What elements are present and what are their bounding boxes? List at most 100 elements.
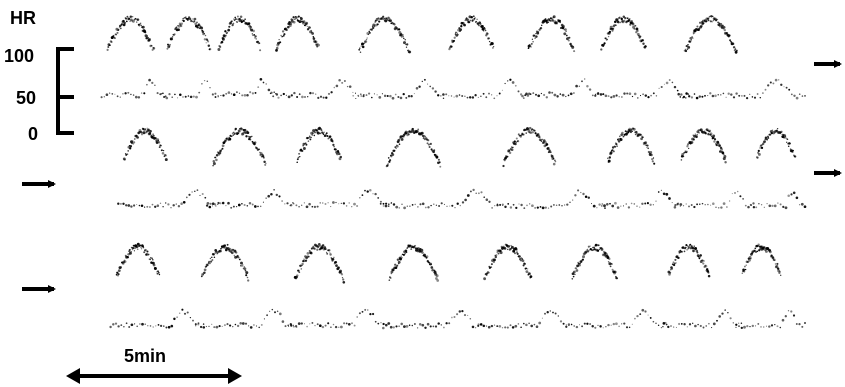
hr-dot — [685, 244, 688, 247]
hr-dot — [594, 94, 597, 97]
hr-dot — [708, 129, 712, 133]
hr-dot — [374, 320, 377, 323]
hr-dot — [237, 132, 240, 135]
hr-dot — [475, 20, 478, 23]
hr-dot — [559, 93, 562, 95]
hr-dot — [404, 134, 406, 136]
hr-dot — [774, 263, 777, 265]
hr-dot — [206, 80, 209, 83]
hr-dot — [251, 135, 253, 138]
hr-dot — [455, 94, 459, 98]
hr-dot — [170, 38, 174, 41]
hr-dot — [192, 95, 195, 98]
hr-dot — [599, 325, 602, 328]
trace-row-1 — [100, 15, 806, 100]
hr-dot — [125, 204, 128, 207]
hr-dot — [342, 202, 346, 205]
hr-dot — [652, 204, 654, 206]
hr-dot — [330, 91, 333, 94]
hr-dot — [699, 256, 701, 258]
hr-dot — [397, 138, 401, 142]
hr-dot — [525, 270, 529, 274]
hr-dot — [162, 206, 164, 208]
hr-dot — [501, 327, 504, 329]
hr-dot — [110, 40, 113, 44]
hr-dot — [696, 251, 699, 254]
hr-dot — [328, 135, 332, 138]
hr-dot — [733, 49, 736, 52]
hr-dot — [220, 94, 222, 97]
hr-dot — [309, 251, 313, 255]
hr-dot — [515, 137, 518, 140]
hr-dot — [395, 266, 398, 268]
hr-dot — [603, 204, 606, 208]
hr-dot — [745, 264, 747, 266]
hr-dot — [292, 202, 294, 204]
hr-dot — [167, 43, 169, 46]
hr-dot — [132, 94, 135, 96]
hr-dot — [377, 17, 380, 20]
hr-dot — [413, 93, 415, 95]
hr-dot — [472, 188, 475, 192]
hr-dot — [545, 96, 548, 99]
hr-dot — [736, 190, 739, 193]
hr-dot — [358, 312, 361, 315]
hr-dot — [253, 324, 255, 326]
hr-dot — [600, 48, 603, 51]
hr-dot — [728, 34, 731, 37]
hr-dot — [780, 83, 783, 86]
hr-dot — [427, 83, 429, 85]
hr-dot — [212, 253, 215, 256]
episode-upper — [217, 15, 262, 52]
hr-dot — [248, 201, 252, 205]
hr-dot — [556, 95, 559, 98]
hr-dot — [308, 202, 311, 206]
hr-dot — [418, 323, 422, 326]
hr-dot — [604, 207, 606, 209]
hr-dot — [706, 129, 709, 132]
hr-dot — [387, 205, 390, 207]
hr-dot — [405, 251, 408, 254]
hr-dot — [123, 260, 127, 263]
hr-dot — [278, 195, 281, 198]
hr-dot — [631, 22, 635, 26]
hr-dot — [211, 202, 215, 206]
hr-dot — [301, 95, 304, 99]
hr-dot — [429, 325, 432, 328]
hr-dot — [169, 43, 171, 46]
hr-dot — [223, 324, 226, 327]
hr-dot — [657, 324, 660, 326]
hr-dot — [491, 207, 493, 209]
hr-dot — [112, 34, 115, 37]
hr-dot — [628, 92, 632, 96]
hr-dot — [442, 93, 445, 96]
hr-dot — [214, 252, 216, 254]
episode-lower — [735, 310, 807, 330]
hr-dot — [464, 198, 467, 202]
hr-dot — [596, 249, 600, 252]
hr-dot — [571, 277, 574, 280]
hr-dot — [565, 325, 568, 328]
hr-dot — [741, 95, 743, 97]
hr-dot — [176, 316, 178, 318]
hr-dot — [740, 322, 743, 325]
hr-dot — [784, 315, 787, 318]
hr-dot — [632, 127, 636, 131]
hr-dot — [751, 324, 755, 328]
hr-dot — [400, 255, 402, 257]
hr-dot — [336, 152, 339, 156]
hr-dot — [586, 250, 590, 253]
hr-dot — [114, 322, 118, 325]
hr-dot — [239, 258, 242, 261]
hr-dot — [561, 93, 565, 97]
hr-dot — [479, 22, 482, 26]
hr-dot — [162, 149, 165, 152]
hr-dot — [547, 207, 550, 209]
hr-dot — [634, 25, 637, 27]
hr-dot — [408, 324, 411, 327]
hr-dot — [517, 90, 520, 93]
hr-dot — [117, 202, 120, 205]
hr-dot — [233, 254, 235, 257]
hr-dot — [217, 48, 221, 51]
hr-dot — [384, 204, 388, 208]
